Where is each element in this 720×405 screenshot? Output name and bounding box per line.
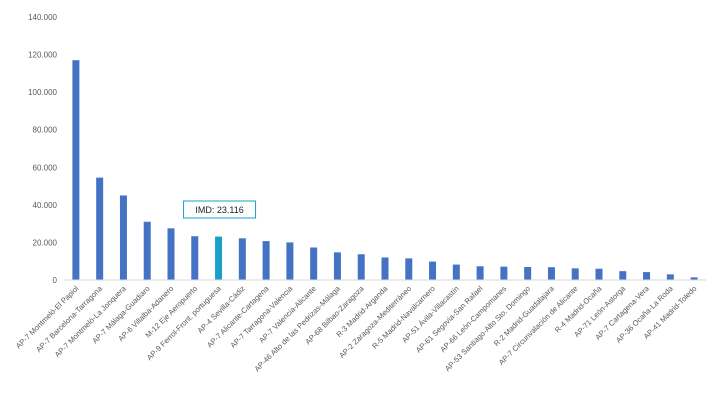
y-tick-label: 0 <box>53 276 58 285</box>
bar <box>666 274 674 280</box>
bar <box>619 271 627 280</box>
bars-group <box>72 60 698 281</box>
bar <box>405 258 413 280</box>
imd-callout-text: IMD: 23.116 <box>195 205 243 215</box>
bar <box>429 261 437 280</box>
bar <box>143 221 151 280</box>
bar <box>595 268 603 280</box>
bar <box>72 60 80 281</box>
bar <box>286 242 294 280</box>
y-tick-label: 60.000 <box>33 163 58 172</box>
bar <box>476 266 484 280</box>
bar <box>262 241 270 280</box>
bar <box>643 272 651 280</box>
bar <box>452 264 460 280</box>
bar <box>119 195 127 280</box>
bar <box>357 254 365 280</box>
bar <box>238 238 246 280</box>
y-axis: 0 20.000 40.000 60.000 80.000 100.000 120.000 1… <box>28 13 57 285</box>
y-tick-label: 20.000 <box>33 238 58 247</box>
bar <box>167 228 175 280</box>
y-tick-label: 80.000 <box>33 126 58 135</box>
y-tick-label: 100.000 <box>28 88 57 97</box>
bar-highlighted <box>215 236 223 280</box>
y-tick-label: 120.000 <box>28 51 57 60</box>
y-tick-label: 140.000 <box>28 13 57 22</box>
bar <box>96 177 104 280</box>
imd-callout: IMD: 23.116 <box>183 200 257 219</box>
bar <box>310 247 318 280</box>
bar <box>191 236 199 280</box>
bar <box>547 267 555 280</box>
y-tick-label: 40.000 <box>33 201 58 210</box>
bar <box>690 277 698 280</box>
bar <box>524 267 532 280</box>
bar <box>381 257 389 280</box>
bar <box>333 252 341 280</box>
bar <box>571 268 579 280</box>
bar <box>500 266 508 280</box>
imd-callout-box <box>183 200 257 219</box>
